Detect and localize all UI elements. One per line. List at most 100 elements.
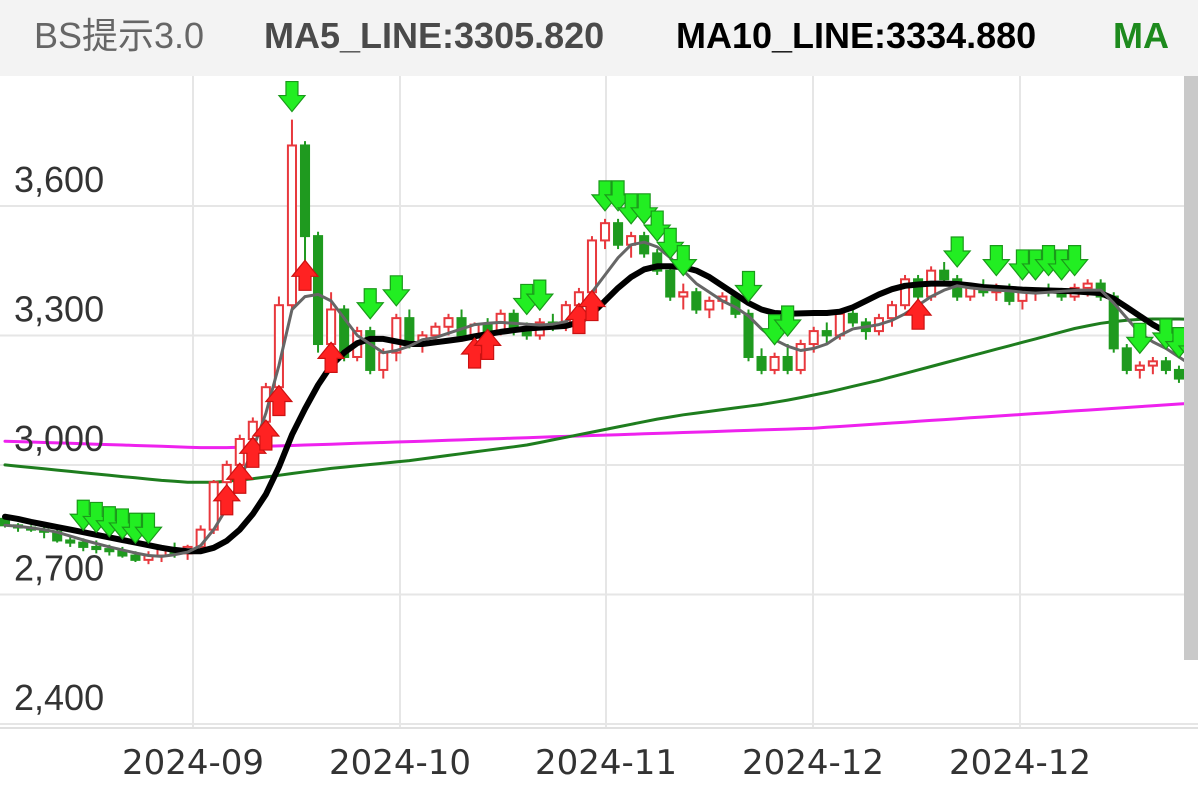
candle-22 bbox=[286, 119, 298, 310]
y-axis: 3,600 3,300 3,000 2,700 2,400 bbox=[14, 159, 104, 718]
series-ma5-line bbox=[3, 240, 1194, 558]
candle-body bbox=[91, 545, 102, 551]
candle-body bbox=[691, 291, 702, 311]
candle-57 bbox=[743, 309, 754, 362]
candle-35 bbox=[456, 309, 467, 340]
sell-arrow-6 bbox=[277, 80, 307, 113]
sell-arrow-18 bbox=[734, 270, 763, 303]
candle-body bbox=[599, 222, 611, 242]
y-tick-label: 3,300 bbox=[14, 289, 104, 330]
candle-body bbox=[586, 239, 598, 294]
buy-arrow-3 bbox=[251, 419, 281, 451]
sell-arrow-17 bbox=[669, 245, 698, 277]
candle-5 bbox=[65, 536, 76, 547]
series-ma-long bbox=[3, 317, 1194, 484]
sell-arrow-5 bbox=[134, 512, 163, 545]
candle-body bbox=[339, 308, 350, 358]
chart-header: BS提示3.0 MA5_LINE:3305.820 MA10_LINE:3334… bbox=[0, 0, 1198, 76]
sell-arrow-22 bbox=[982, 245, 1011, 277]
candle-body bbox=[821, 330, 832, 337]
candle-body bbox=[326, 308, 337, 346]
candle-body bbox=[665, 269, 676, 298]
candle-body bbox=[886, 304, 898, 320]
x-tick-label: 2024-10 bbox=[329, 743, 471, 783]
buy-arrow-10 bbox=[577, 289, 607, 322]
candle-body bbox=[299, 144, 311, 238]
sell-arrow-20 bbox=[773, 305, 802, 337]
y-tick-label: 2,400 bbox=[14, 677, 104, 718]
candle-body bbox=[65, 539, 76, 544]
signal-arrows bbox=[69, 80, 1198, 545]
y-tick-label: 2,700 bbox=[14, 548, 104, 589]
y-tick-label: 3,000 bbox=[14, 418, 104, 459]
candle-60 bbox=[782, 344, 793, 375]
sell-arrow-9 bbox=[512, 283, 542, 316]
candle-body bbox=[1121, 347, 1132, 371]
candle-body bbox=[847, 312, 858, 324]
candle-body bbox=[404, 317, 415, 346]
candle-61 bbox=[795, 339, 806, 375]
candle-87 bbox=[1134, 361, 1145, 379]
candle-63 bbox=[821, 322, 832, 345]
candle-body bbox=[430, 325, 441, 337]
scrollbar[interactable] bbox=[1184, 76, 1198, 660]
candle-52 bbox=[678, 283, 689, 310]
x-axis: 2024-09 2024-10 2024-11 2024-12 2024-12 bbox=[122, 743, 1091, 783]
candlestick-chart[interactable]: 3,600 3,300 3,000 2,700 2,400 2024-09 2024-10… bbox=[0, 76, 1198, 797]
candle-89 bbox=[1160, 356, 1171, 375]
sell-arrow-19 bbox=[760, 314, 789, 346]
buy-arrow-11 bbox=[903, 298, 933, 330]
indicator-title[interactable]: BS提示3.0 bbox=[34, 15, 205, 56]
candle-body bbox=[104, 548, 115, 553]
candles bbox=[0, 119, 1198, 565]
candle-58 bbox=[756, 348, 767, 375]
sell-arrow-26 bbox=[1047, 249, 1076, 281]
candle-body bbox=[78, 541, 89, 548]
ma5-readout: MA5_LINE:3305.820 bbox=[264, 15, 605, 56]
buy-arrow-8 bbox=[473, 328, 502, 360]
candle-46 bbox=[599, 218, 611, 250]
candle-72 bbox=[939, 262, 950, 284]
candle-body bbox=[1173, 368, 1184, 380]
candle-body bbox=[782, 355, 793, 371]
candle-body bbox=[769, 355, 780, 371]
candle-body bbox=[704, 299, 715, 311]
candle-body bbox=[678, 291, 689, 298]
candle-body bbox=[743, 312, 754, 358]
buy-arrow-6 bbox=[316, 341, 346, 373]
candle-body bbox=[1134, 364, 1145, 371]
x-tick-label: 2024-12 bbox=[949, 743, 1091, 783]
buy-arrow-1 bbox=[225, 462, 255, 494]
sell-arrow-24 bbox=[1021, 249, 1050, 281]
candle-90 bbox=[1173, 365, 1184, 383]
ma5-line bbox=[3, 240, 1194, 558]
candle-body bbox=[834, 312, 845, 337]
candle-body bbox=[1147, 360, 1158, 367]
candle-68 bbox=[886, 300, 898, 327]
sell-arrow-27 bbox=[1060, 245, 1089, 277]
candle-54 bbox=[704, 296, 715, 319]
candle-body bbox=[365, 330, 376, 371]
candle-body bbox=[1160, 360, 1171, 371]
candle-23 bbox=[299, 141, 311, 267]
sell-arrow-8 bbox=[382, 275, 411, 307]
candle-47 bbox=[613, 218, 624, 250]
candle-51 bbox=[665, 266, 676, 301]
candle-body bbox=[1082, 282, 1093, 289]
buy-arrow-4 bbox=[264, 384, 294, 417]
candle-body bbox=[652, 252, 663, 272]
candle-30 bbox=[391, 313, 402, 362]
candle-body bbox=[795, 343, 806, 371]
candle-53 bbox=[691, 287, 702, 314]
candle-28 bbox=[365, 326, 376, 375]
buy-arrow-5 bbox=[290, 259, 320, 291]
ma10-readout: MA10_LINE:3334.880 bbox=[676, 15, 1037, 56]
candle-body bbox=[391, 317, 402, 354]
candle-body bbox=[899, 278, 911, 307]
long-ma-line bbox=[3, 317, 1194, 484]
sell-arrow-28 bbox=[1125, 322, 1155, 355]
longer-ma-line bbox=[3, 401, 1194, 450]
candle-88 bbox=[1147, 356, 1158, 375]
candle-body bbox=[939, 269, 950, 281]
sell-arrow-21 bbox=[942, 236, 972, 268]
